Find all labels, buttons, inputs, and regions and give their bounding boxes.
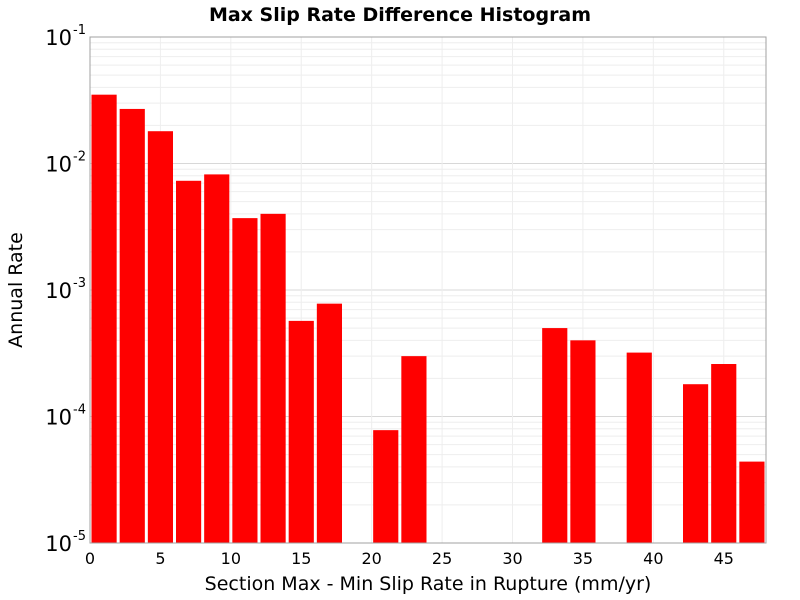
y-tick-base: 10 [45,406,72,430]
x-tick-label: 20 [361,549,381,568]
histogram-bar [204,174,230,544]
y-tick-base: 10 [45,153,72,177]
x-tick-label: 15 [291,549,311,568]
y-tick-label: 10 -4 [45,403,86,430]
x-tick-label: 10 [221,549,241,568]
histogram-bar [626,352,652,543]
y-axis-ticks: 10-510-410-310-210-1 [45,23,86,556]
y-tick-label: 10 -1 [45,23,86,50]
chart-title: Max Slip Rate Difference Histogram [209,4,591,26]
x-tick-label: 30 [502,549,522,568]
histogram-bar [288,320,314,543]
y-tick-exponent: -5 [73,529,86,544]
x-tick-label: 5 [155,549,165,568]
x-tick-label: 25 [432,549,452,568]
y-tick-label: 10 -5 [45,529,86,556]
histogram-bar [91,94,117,544]
histogram-bar [147,131,173,544]
y-tick-exponent: -1 [73,23,86,38]
x-tick-label: 35 [573,549,593,568]
histogram-bar [739,461,765,543]
y-tick-exponent: -2 [73,150,86,165]
plot-area [89,36,767,544]
histogram-bar [683,384,709,543]
y-axis-label: Annual Rate [5,232,27,348]
histogram-bar [570,340,596,543]
x-axis-label: Section Max - Min Slip Rate in Rupture (… [205,573,652,595]
histogram-bar [373,430,399,543]
y-tick-exponent: -3 [73,276,86,291]
y-tick-base: 10 [45,532,72,556]
histogram-bar [176,180,202,543]
bars [91,94,765,544]
histogram-bar [119,108,145,543]
x-axis-ticks: 0 5 10 15 20 25 30 35 40 45 [85,549,734,568]
histogram-bar [401,356,427,543]
histogram-bar [542,328,568,543]
x-tick-label: 45 [714,549,734,568]
y-tick-base: 10 [45,26,72,50]
x-tick-label: 0 [85,549,95,568]
y-tick-label: 10 -3 [45,276,86,303]
histogram-bar [260,213,286,543]
histogram-bar [232,218,258,543]
y-tick-exponent: -4 [73,403,86,418]
histogram-bar [711,364,737,543]
histogram-bar [316,303,342,543]
x-tick-label: 40 [643,549,663,568]
y-tick-base: 10 [45,279,72,303]
y-tick-label: 10 -2 [45,150,86,177]
